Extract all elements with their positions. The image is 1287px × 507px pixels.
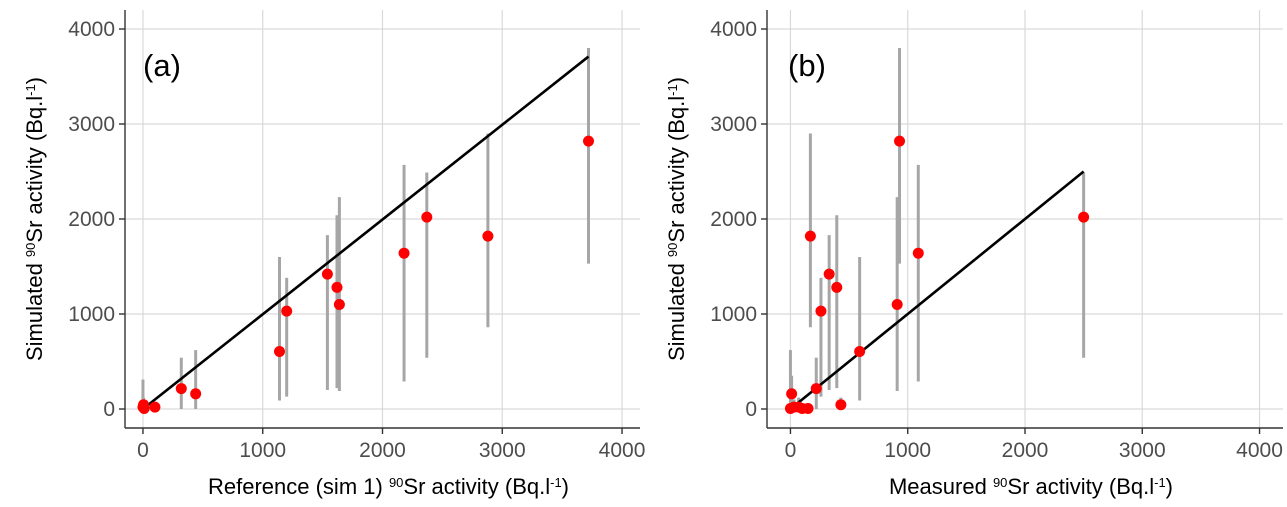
data-point bbox=[912, 247, 924, 259]
x-tick-label: 0 bbox=[785, 439, 797, 462]
data-point bbox=[802, 403, 814, 415]
x-axis-title-sup2: -1 bbox=[1154, 475, 1166, 490]
y-axis-title-mid: Sr activity (Bq.l bbox=[22, 96, 47, 243]
data-point bbox=[274, 346, 285, 358]
x-tick-label: 2000 bbox=[359, 439, 406, 462]
y-axis-title-sup: 90 bbox=[23, 243, 38, 257]
data-point bbox=[421, 211, 433, 223]
y-tick-label: 4000 bbox=[710, 18, 757, 41]
data-point bbox=[786, 388, 798, 400]
data-point bbox=[831, 281, 843, 293]
x-tick-label: 3000 bbox=[479, 439, 526, 462]
y-tick-label: 3000 bbox=[68, 113, 115, 136]
x-tick-label: 4000 bbox=[1236, 439, 1283, 462]
y-axis-title: Simulated 90Sr activity (Bq.l-1) bbox=[664, 77, 689, 361]
data-point bbox=[854, 346, 866, 358]
x-axis-title-sup: 90 bbox=[389, 475, 403, 490]
x-axis-title-sup: 90 bbox=[993, 475, 1007, 490]
y-axis-title-post: ) bbox=[22, 77, 47, 84]
y-axis-title-pre: Simulated bbox=[664, 257, 689, 361]
data-point bbox=[333, 299, 345, 310]
data-point bbox=[398, 247, 410, 259]
y-tick-label: 4000 bbox=[68, 18, 115, 41]
data-point bbox=[281, 305, 293, 317]
x-axis-title-sup2: -1 bbox=[550, 475, 562, 490]
y-axis-title-sup: 90 bbox=[665, 243, 680, 257]
data-point bbox=[175, 383, 187, 395]
y-axis-title-pre: Simulated bbox=[22, 257, 47, 361]
x-axis-title-pre: Reference (sim 1) bbox=[208, 474, 389, 499]
y-tick-label: 1000 bbox=[710, 303, 757, 326]
data-point bbox=[823, 268, 835, 280]
x-axis-title-pre: Measured bbox=[889, 474, 993, 499]
y-axis-title-post: ) bbox=[664, 77, 689, 84]
data-point bbox=[138, 403, 150, 415]
y-tick-label: 3000 bbox=[710, 113, 757, 136]
x-axis-title-mid: Sr activity (Bq.l bbox=[1007, 474, 1154, 499]
panel-label: (a) bbox=[143, 48, 181, 83]
y-axis-title-sup2: -1 bbox=[23, 84, 38, 96]
data-point bbox=[1078, 211, 1090, 223]
panel-b: 0 1000 2000 3000 4000 0 1000 2000 3000 4000 (b) Mea… bbox=[664, 10, 1283, 499]
y-axis-title-mid: Sr activity (Bq.l bbox=[664, 96, 689, 243]
x-tick-label: 4000 bbox=[599, 439, 646, 462]
data-point bbox=[891, 299, 903, 310]
x-tick-label: 1000 bbox=[239, 439, 286, 462]
y-tick-label: 2000 bbox=[68, 208, 115, 231]
data-point bbox=[894, 135, 906, 147]
data-point bbox=[835, 399, 847, 411]
data-point bbox=[321, 268, 333, 280]
x-tick-label: 1000 bbox=[884, 439, 931, 462]
x-axis-title-post: ) bbox=[1166, 474, 1173, 499]
reference-line bbox=[142, 55, 590, 411]
x-tick-label: 3000 bbox=[1119, 439, 1166, 462]
x-axis-title-mid: Sr activity (Bq.l bbox=[403, 474, 550, 499]
data-point bbox=[149, 401, 161, 413]
panel-label: (b) bbox=[788, 48, 826, 83]
panel-a: 0 1000 2000 3000 4000 0 1000 2000 3000 4000 (a) Ref… bbox=[22, 10, 645, 499]
data-point bbox=[331, 281, 343, 293]
data-point bbox=[815, 305, 827, 317]
reference-line bbox=[789, 170, 1085, 411]
y-tick-label: 1000 bbox=[68, 303, 115, 326]
y-tick-label: 0 bbox=[745, 398, 757, 421]
data-point bbox=[804, 230, 816, 242]
data-point bbox=[810, 383, 822, 395]
x-axis-title: Reference (sim 1) 90Sr activity (Bq.l-1) bbox=[208, 474, 569, 499]
data-point bbox=[583, 135, 594, 147]
x-tick-label: 0 bbox=[137, 439, 149, 462]
x-axis-title: Measured 90Sr activity (Bq.l-1) bbox=[889, 474, 1173, 499]
x-axis-title-post: ) bbox=[562, 474, 569, 499]
x-tick-label: 2000 bbox=[1002, 439, 1049, 462]
data-point bbox=[190, 388, 202, 400]
data-point bbox=[482, 230, 494, 242]
y-tick-label: 0 bbox=[103, 398, 115, 421]
y-tick-label: 2000 bbox=[710, 208, 757, 231]
y-axis-title-sup2: -1 bbox=[665, 84, 680, 96]
y-axis-title: Simulated 90Sr activity (Bq.l-1) bbox=[22, 77, 47, 361]
